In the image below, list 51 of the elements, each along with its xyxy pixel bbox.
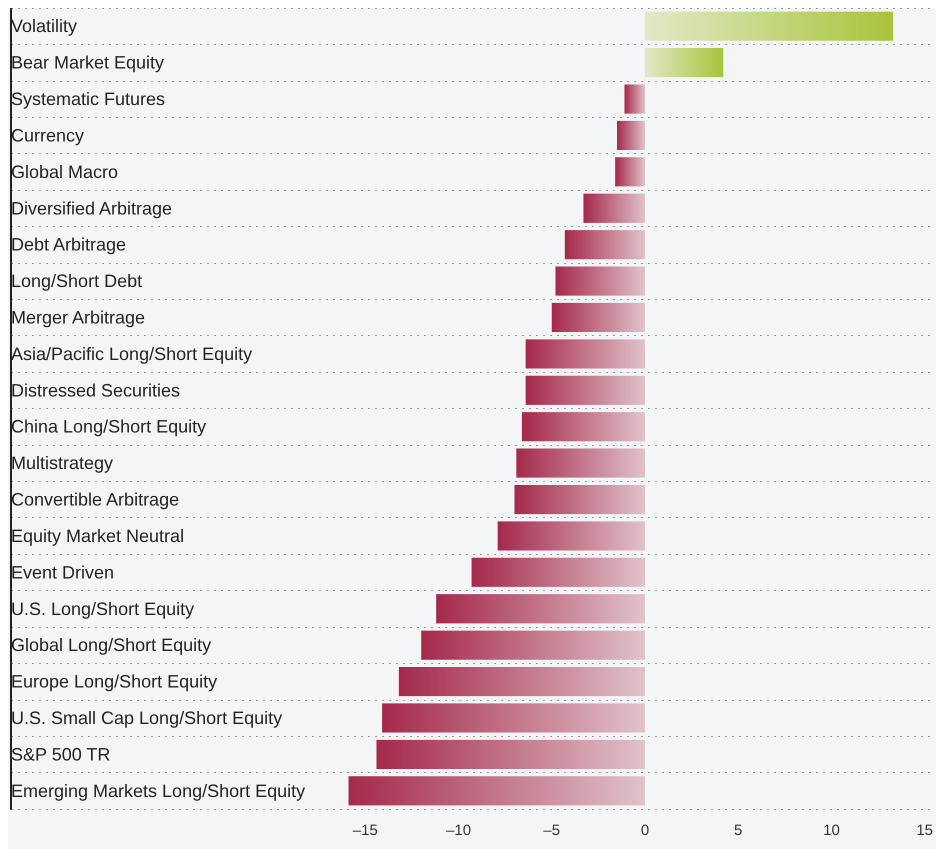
y-tick-label: Merger Arbitrage <box>11 307 146 328</box>
bar <box>583 194 645 223</box>
bar <box>382 703 645 733</box>
y-tick-label: Multistrategy <box>11 453 114 474</box>
bar <box>516 448 645 478</box>
bar <box>398 667 645 696</box>
y-tick-label: U.S. Long/Short Equity <box>11 598 194 619</box>
x-tick-label: –10 <box>446 822 472 839</box>
bar <box>526 376 645 405</box>
y-tick-label: Event Driven <box>11 562 114 582</box>
y-tick-label: Long/Short Debt <box>11 271 142 292</box>
bar <box>421 630 645 660</box>
bar <box>348 776 645 806</box>
bar <box>615 157 645 186</box>
bar <box>514 484 645 514</box>
bar <box>644 48 724 78</box>
y-tick-label: Debt Arbitrage <box>11 234 126 255</box>
y-tick-label: Emerging Markets Long/Short Equity <box>11 780 306 801</box>
y-tick-label: Systematic Futures <box>11 89 166 110</box>
y-tick-label: Volatility <box>11 16 78 36</box>
bar <box>552 302 645 332</box>
y-tick-label: Currency <box>11 125 84 146</box>
y-tick-label: Distressed Securities <box>11 380 180 400</box>
y-tick-label: Global Macro <box>11 162 118 182</box>
y-tick-label: Europe Long/Short Equity <box>11 672 218 692</box>
bar <box>617 120 645 150</box>
y-tick-label: China Long/Short Equity <box>11 416 206 437</box>
x-tick-label: 0 <box>640 822 650 839</box>
bar <box>624 84 645 114</box>
y-tick-label: Global Long/Short Equity <box>11 635 212 656</box>
bar <box>526 339 645 368</box>
x-tick-label: 15 <box>916 822 934 839</box>
x-tick-label: –15 <box>352 822 378 839</box>
y-tick-label: Diversified Arbitrage <box>11 198 172 218</box>
y-tick-label: Equity Market Neutral <box>11 526 184 546</box>
bar <box>644 12 893 41</box>
bar <box>436 594 645 624</box>
bar <box>555 266 645 296</box>
bar <box>564 230 645 260</box>
y-tick-label: S&P 500 TR <box>11 744 110 764</box>
x-tick-label: 10 <box>823 822 840 839</box>
bar <box>522 412 645 442</box>
x-tick-label: 5 <box>734 822 742 839</box>
y-tick-label: U.S. Small Cap Long/Short Equity <box>11 708 282 728</box>
bar <box>498 521 645 550</box>
x-tick-label: –5 <box>543 822 560 839</box>
bar <box>376 740 645 769</box>
y-tick-label: Bear Market Equity <box>11 52 164 73</box>
bar <box>472 558 645 587</box>
y-tick-label: Asia/Pacific Long/Short Equity <box>11 344 252 364</box>
y-tick-label: Convertible Arbitrage <box>11 490 180 510</box>
